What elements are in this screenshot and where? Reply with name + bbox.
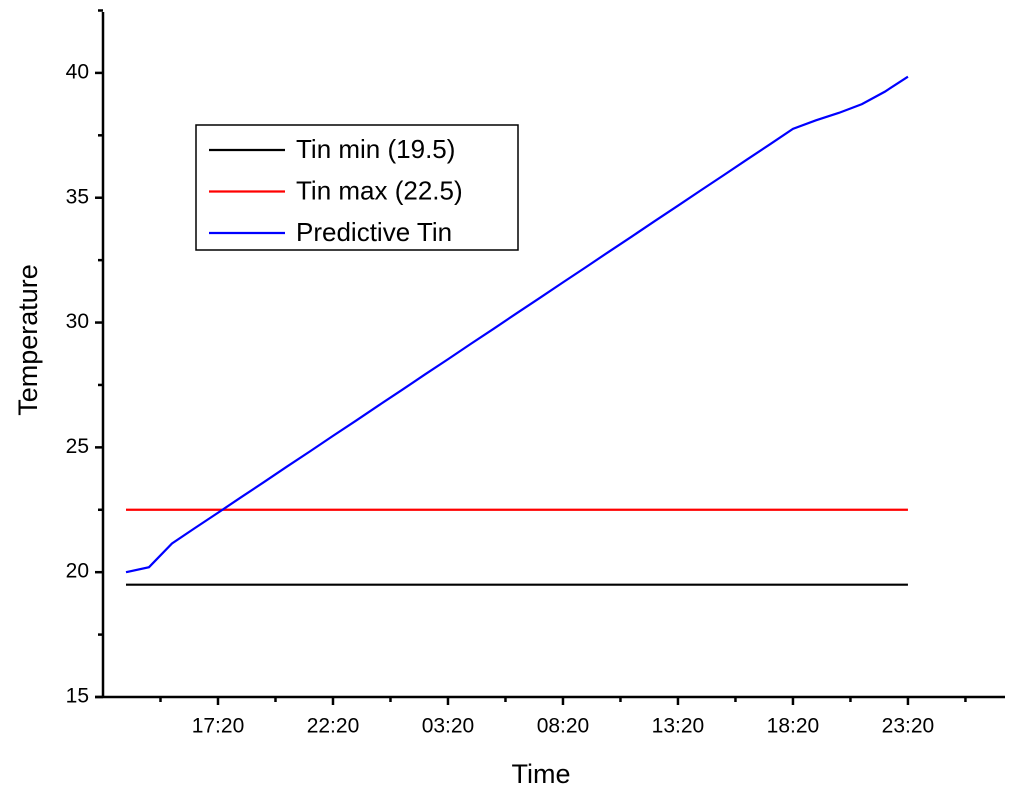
x-tick-label: 13:20 — [652, 715, 705, 738]
legend-label: Tin max (22.5) — [296, 175, 463, 205]
y-tick-label: 35 — [66, 185, 89, 208]
y-axis-title: Temperature — [13, 264, 43, 416]
legend-label: Tin min (19.5) — [296, 134, 455, 164]
x-axis-title: Time — [512, 759, 571, 789]
y-tick-label: 30 — [66, 310, 89, 333]
x-tick-label: 17:20 — [192, 715, 245, 738]
y-tick-label: 15 — [66, 685, 89, 708]
x-tick-label: 18:20 — [767, 715, 820, 738]
x-tick-label: 08:20 — [537, 715, 590, 738]
y-tick-label: 20 — [66, 560, 89, 583]
y-tick-label: 25 — [66, 435, 89, 458]
series-line — [125, 75, 909, 574]
x-tick-label: 23:20 — [882, 715, 935, 738]
x-tick-label: 22:20 — [307, 715, 360, 738]
legend-box — [195, 124, 519, 251]
x-tick-label: 03:20 — [422, 715, 475, 738]
y-tick-label: 40 — [66, 60, 89, 83]
legend-label: Predictive Tin — [296, 217, 452, 247]
